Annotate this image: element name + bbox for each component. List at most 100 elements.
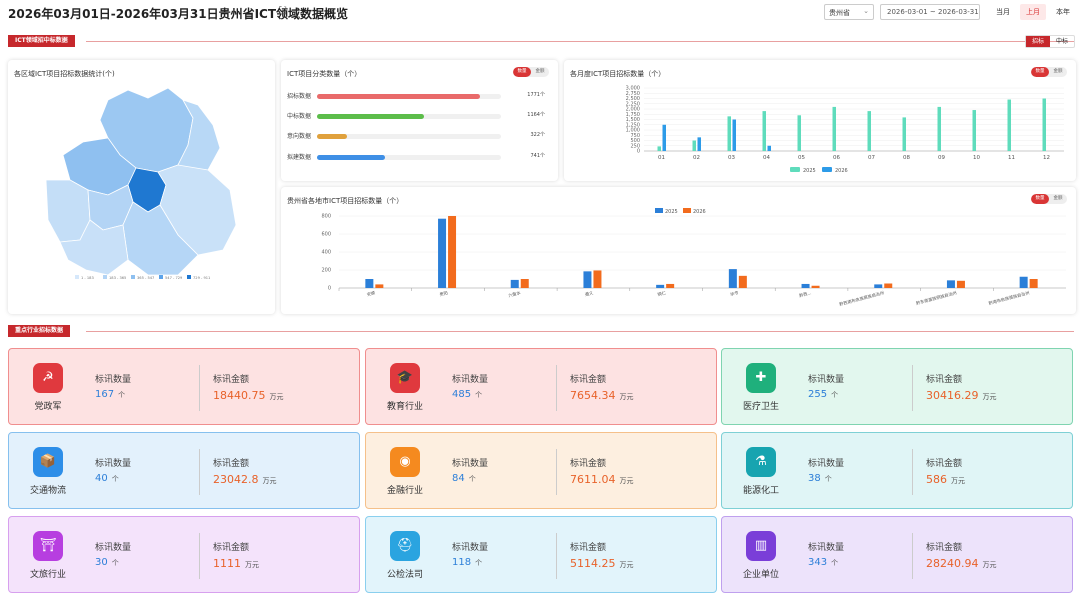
amount-value: 28240.94 万元: [926, 557, 997, 570]
monthly-bar[interactable]: [732, 119, 737, 152]
city-bar[interactable]: [583, 271, 592, 288]
monthly-bar[interactable]: [697, 137, 702, 151]
legend-label: 2025: [803, 168, 816, 174]
amount-unit: 万元: [262, 477, 277, 485]
industry-card[interactable]: ▥ 企业单位 标讯数量 343 个 标讯金额 28240.94 万元: [721, 516, 1073, 593]
legend-label: 1 - 183: [81, 276, 94, 280]
count-label: 标讯数量: [808, 543, 845, 553]
tab-bidding[interactable]: 招标: [1026, 36, 1050, 47]
period-current-month[interactable]: 当月: [996, 8, 1010, 16]
count-value: 40 个: [95, 473, 119, 484]
y-tick-label: 3,000: [626, 86, 640, 92]
city-bar[interactable]: [1029, 279, 1038, 288]
city-bar[interactable]: [375, 284, 384, 288]
count-unit: 个: [475, 559, 483, 567]
period-this-year[interactable]: 本年: [1056, 8, 1070, 16]
monthly-bar[interactable]: [692, 140, 697, 152]
card-divider: [556, 449, 557, 495]
monthly-bar[interactable]: [937, 106, 942, 151]
monthly-bar[interactable]: [1007, 99, 1012, 151]
toggle-amount[interactable]: 金额: [1053, 196, 1063, 201]
monthly-bar[interactable]: [727, 116, 732, 151]
monthly-bar[interactable]: [972, 110, 977, 151]
toggle-amount[interactable]: 金额: [1053, 69, 1063, 74]
legend-label: 547 - 729: [165, 276, 183, 280]
y-tick-label: 600: [321, 232, 331, 238]
period-last-month[interactable]: 上月: [1020, 4, 1046, 20]
industry-card[interactable]: ⚗ 能源化工 标讯数量 38 个 标讯金额 586 万元: [721, 432, 1073, 509]
monthly-bar[interactable]: [867, 111, 872, 151]
amount-unit: 万元: [951, 477, 965, 485]
y-tick-label: 1,000: [626, 128, 640, 134]
city-bar[interactable]: [956, 280, 965, 288]
fullscreen-icon[interactable]: ⛶: [279, 6, 286, 17]
amount-unit: 万元: [269, 393, 284, 401]
city-bar[interactable]: [520, 279, 529, 288]
city-bar[interactable]: [656, 284, 665, 288]
amount-label: 标讯金额: [213, 375, 250, 385]
guizhou-map: 1 - 183 183 - 365 365 - 547 547 - 729 729 - …: [45, 87, 237, 280]
legend-label: 183 - 365: [109, 276, 126, 280]
city-bar[interactable]: [728, 269, 737, 288]
flask-icon: ⚗: [746, 447, 776, 477]
city-bar[interactable]: [811, 285, 820, 288]
amount-value: 23042.8 万元: [213, 473, 277, 486]
logistics-box-icon: 📦: [33, 447, 63, 477]
y-tick-label: 2,000: [626, 107, 640, 113]
chevron-down-icon: ⌄: [863, 7, 869, 15]
date-range-picker[interactable]: 2026-03-01 ~ 2026-03-31: [880, 4, 980, 20]
y-tick-label: 1,250: [626, 122, 640, 128]
map-region-qiandongnan[interactable]: [157, 164, 237, 256]
monthly-bar[interactable]: [767, 145, 772, 151]
industry-card[interactable]: ✚ 医疗卫生 标讯数量 255 个 标讯金额 30416.29 万元: [721, 348, 1073, 425]
x-tick-label: 贵阳: [439, 289, 449, 298]
monthly-bar[interactable]: [797, 115, 802, 151]
monthly-bar[interactable]: [832, 106, 837, 151]
industry-name: 企业单位: [742, 570, 779, 580]
monthly-bar[interactable]: [662, 124, 667, 151]
city-bar[interactable]: [448, 216, 457, 288]
industry-card[interactable]: 📦 交通物流 标讯数量 40 个 标讯金额 23042.8 万元: [8, 432, 360, 509]
tab-awarded[interactable]: 中标: [1055, 38, 1068, 45]
toggle-count[interactable]: 数量: [1031, 194, 1049, 204]
city-bar[interactable]: [510, 279, 519, 288]
map-legend: 1 - 183 183 - 365 365 - 547 547 - 729 729 - …: [75, 275, 210, 280]
city-bar[interactable]: [946, 280, 955, 288]
industry-card[interactable]: ⛑ 公检法司 标讯数量 118 个 标讯金额 5114.25 万元: [365, 516, 717, 593]
city-bar[interactable]: [801, 283, 810, 288]
count-value: 38 个: [808, 473, 832, 484]
amount-label: 标讯金额: [926, 375, 963, 385]
section-header-industry: 重点行业招标数据: [8, 325, 1074, 337]
category-row-award: 中标数据 1164个: [287, 111, 551, 121]
city-bar[interactable]: [365, 279, 374, 288]
monthly-bar[interactable]: [1042, 98, 1047, 152]
region-select[interactable]: 贵州省 ⌄: [824, 4, 874, 20]
map-region-qianxinan[interactable]: [59, 219, 129, 276]
city-bar[interactable]: [438, 218, 447, 288]
city-bar[interactable]: [666, 283, 675, 288]
map-region-qiannan[interactable]: [122, 201, 199, 276]
y-tick-label: 1,750: [626, 112, 640, 118]
industry-name: 公检法司: [386, 570, 423, 580]
police-cap-icon: ⛑: [390, 531, 420, 561]
monthly-bar[interactable]: [902, 117, 907, 151]
x-tick-label: 黔东南苗族侗族自治州: [915, 289, 957, 307]
city-bar[interactable]: [874, 284, 883, 288]
city-bar[interactable]: [738, 275, 747, 288]
industry-card[interactable]: ◉ 金融行业 标讯数量 84 个 标讯金额 7611.04 万元: [365, 432, 717, 509]
industry-card[interactable]: ☭ 党政军 标讯数量 167 个 标讯金额 18440.75 万元: [8, 348, 360, 425]
city-bar[interactable]: [1019, 276, 1028, 288]
x-tick-label: 06: [833, 155, 840, 161]
city-bar[interactable]: [884, 283, 893, 289]
industry-card[interactable]: 🎓 教育行业 标讯数量 485 个 标讯金额 7654.34 万元: [365, 348, 717, 425]
city-bar[interactable]: [593, 270, 602, 288]
legend-swatch: [131, 275, 135, 279]
monthly-bar[interactable]: [657, 146, 662, 151]
legend-swatch: [822, 167, 832, 172]
industry-card[interactable]: ⛩ 文旅行业 标讯数量 30 个 标讯金额 1111 万元: [8, 516, 360, 593]
monthly-bar[interactable]: [762, 111, 767, 151]
toggle-count[interactable]: 数量: [1031, 67, 1049, 77]
toggle-amount[interactable]: 金额: [535, 69, 545, 74]
medical-cross-icon: ✚: [746, 363, 776, 393]
toggle-count[interactable]: 数量: [513, 67, 531, 77]
